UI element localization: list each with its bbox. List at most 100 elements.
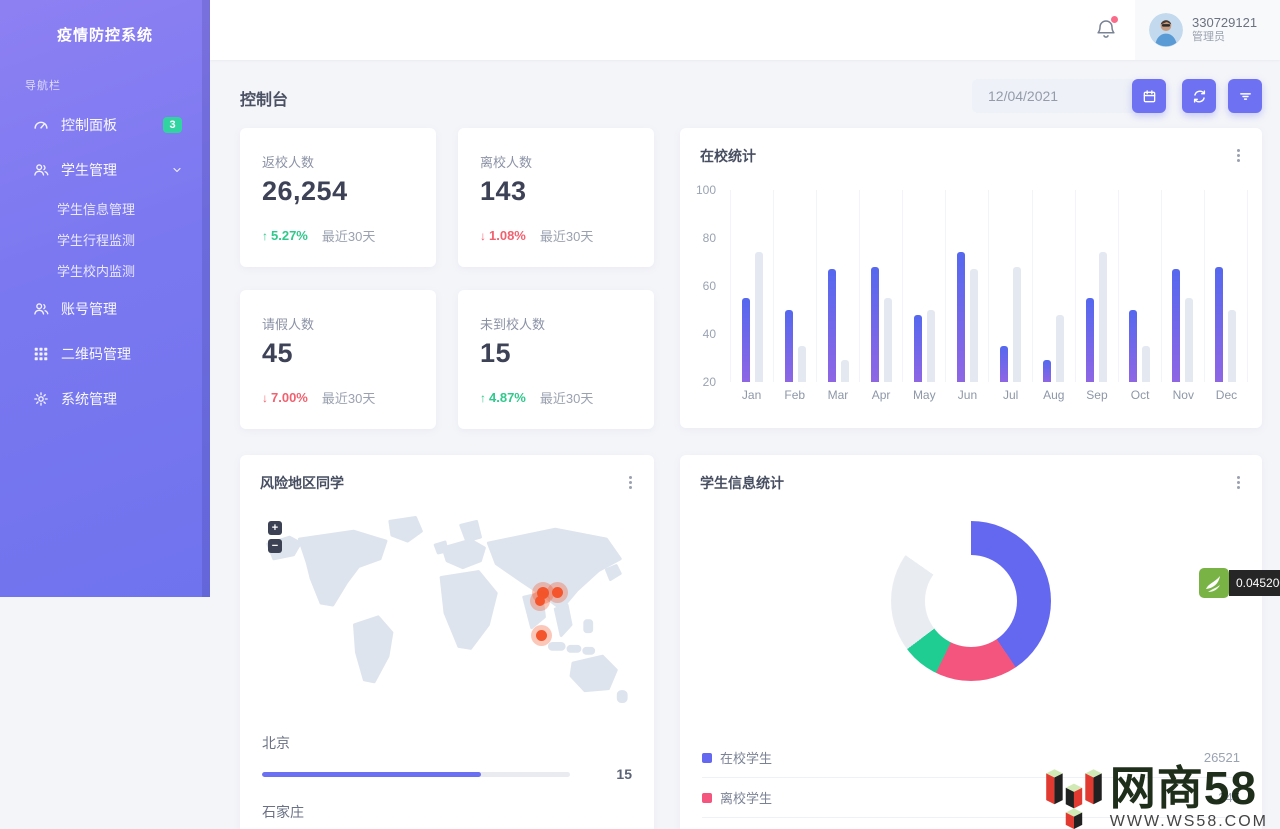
student-info-stats-card: 学生信息统计 在校学生 26521 离校学生 245 请假人数 49 bbox=[680, 455, 1262, 829]
notification-badge: 3 bbox=[163, 117, 182, 133]
network-monitor-overlay: 0.045200 bbox=[1199, 568, 1280, 598]
sidebar-item-qrcode-management[interactable]: 二维码管理 bbox=[0, 340, 210, 368]
watermark: 网商58 WWW.WS58.COM bbox=[1044, 759, 1268, 829]
legend-item[interactable]: 在校学生 26521 bbox=[702, 738, 1240, 778]
y-axis-tick: 60 bbox=[702, 279, 716, 293]
legend-label: 在校学生 bbox=[720, 751, 773, 766]
risk-area-name: 北京 bbox=[262, 735, 290, 751]
stat-period: 最近30天 bbox=[539, 229, 594, 244]
sidebar-scrollbar[interactable] bbox=[202, 0, 210, 597]
bar-chart-x-axis: Jan Feb Mar Apr May Jun Jul Aug Sep Oct Nov Dec bbox=[730, 388, 1248, 402]
world-map[interactable]: + − bbox=[260, 505, 634, 710]
y-axis-tick: 80 bbox=[702, 231, 716, 245]
bar-group bbox=[945, 190, 988, 382]
bar-group bbox=[730, 190, 773, 382]
date-picker bbox=[972, 79, 1166, 113]
sidebar-item-label: 学生管理 bbox=[61, 162, 117, 178]
user-meta: 330729121 管理员 bbox=[1192, 15, 1257, 45]
kebab-menu-icon[interactable] bbox=[1230, 146, 1246, 164]
watermark-text-block: 网商58 WWW.WS58.COM bbox=[1110, 765, 1268, 829]
stat-value: 26,254 bbox=[262, 176, 348, 206]
kebab-menu-icon[interactable] bbox=[622, 473, 638, 491]
sidebar-subitem-student-trip[interactable]: 学生行程监测 bbox=[0, 226, 210, 252]
bar-group bbox=[1074, 190, 1118, 382]
bar-chart-y-axis: 100 80 60 40 20 bbox=[690, 183, 722, 389]
risk-area-row: 15 bbox=[262, 766, 632, 782]
bar-group bbox=[902, 190, 945, 382]
map-marker[interactable] bbox=[552, 587, 563, 598]
x-axis-label: Jan bbox=[741, 388, 762, 402]
bar-primary-Jun bbox=[956, 252, 965, 382]
legend-value: 245 bbox=[1218, 790, 1240, 805]
bar-primary-Jan bbox=[741, 298, 750, 382]
risk-area-list: 北京 15 石家庄 29 bbox=[262, 727, 632, 829]
arrow-up-icon: ↑ bbox=[262, 228, 268, 243]
bar-secondary-Feb bbox=[797, 346, 806, 382]
stat-delta: ↑ 5.27% bbox=[262, 228, 308, 243]
overlay-leaf-icon bbox=[1199, 568, 1229, 598]
x-axis-label: May bbox=[912, 388, 936, 402]
zoom-out-button[interactable]: − bbox=[268, 539, 282, 553]
sidebar-subitem-student-info[interactable]: 学生信息管理 bbox=[0, 195, 210, 221]
bar-primary-Feb bbox=[784, 310, 793, 382]
map-zoom-controls: + − bbox=[268, 521, 282, 553]
stat-card-left-school: 离校人数 143 ↓ 1.08% 最近30天 bbox=[458, 128, 654, 267]
in-school-stats-card: 在校统计 100 80 60 40 20 Jan Feb Mar Apr May Jun Jul Au… bbox=[680, 128, 1262, 428]
stat-title: 返校人数 bbox=[262, 155, 315, 170]
sidebar: 疫情防控系统 导航栏 控制面板 3 学生管理 学生信息管理 bbox=[0, 0, 210, 597]
overlay-value: 0.045200 bbox=[1229, 570, 1280, 596]
donut-chart bbox=[891, 521, 1051, 681]
page-title: 控制台 bbox=[240, 92, 289, 109]
user-menu[interactable]: 330729121 管理员 bbox=[1135, 0, 1280, 60]
qrcode-grid-icon bbox=[32, 345, 50, 363]
legend-swatch bbox=[702, 792, 712, 803]
stat-footer: ↑ 5.27% 最近30天 bbox=[262, 226, 375, 245]
calendar-button[interactable] bbox=[1132, 79, 1166, 113]
bar-chart-plot bbox=[730, 190, 1248, 382]
bar-secondary-Jun bbox=[969, 269, 978, 382]
stat-value: 143 bbox=[480, 176, 527, 206]
stat-card-not-arrived: 未到校人数 15 ↑ 4.87% 最近30天 bbox=[458, 290, 654, 429]
sidebar-subitem-label: 学生信息管理 bbox=[57, 201, 136, 217]
legend-swatch bbox=[702, 752, 712, 763]
stat-footer: ↓ 7.00% 最近30天 bbox=[262, 388, 375, 407]
bar-primary-Apr bbox=[870, 267, 879, 382]
legend-item[interactable]: 离校学生 245 bbox=[702, 778, 1240, 818]
progress-track bbox=[262, 771, 570, 777]
map-marker[interactable] bbox=[536, 630, 547, 641]
sidebar-subitem-student-campus[interactable]: 学生校内监测 bbox=[0, 257, 210, 283]
x-axis-label: Sep bbox=[1086, 388, 1108, 402]
bar-secondary-Apr bbox=[883, 298, 892, 382]
top-header: 330729121 管理员 bbox=[210, 0, 1280, 60]
x-axis-label: Aug bbox=[1043, 388, 1065, 402]
app-title: 疫情防控系统 bbox=[56, 27, 153, 44]
x-axis-label: Nov bbox=[1172, 388, 1194, 402]
x-axis-label: Oct bbox=[1130, 388, 1150, 402]
user-role: 管理员 bbox=[1192, 31, 1225, 44]
date-input[interactable] bbox=[972, 79, 1133, 113]
sidebar-section-label: 导航栏 bbox=[25, 80, 61, 92]
accounts-icon bbox=[32, 300, 50, 318]
stat-delta-value: 4.87% bbox=[489, 390, 526, 405]
bar-primary-May bbox=[913, 315, 922, 382]
sidebar-subitem-label: 学生校内监测 bbox=[57, 263, 136, 279]
chart-title: 在校统计 bbox=[700, 148, 756, 164]
chart-title: 风险地区同学 bbox=[260, 475, 344, 491]
sidebar-item-student-management[interactable]: 学生管理 bbox=[0, 156, 210, 184]
bar-primary-Dec bbox=[1215, 267, 1224, 382]
notification-bell-icon[interactable] bbox=[1094, 16, 1120, 43]
refresh-button[interactable] bbox=[1182, 79, 1216, 113]
calendar-icon bbox=[1142, 89, 1157, 104]
zoom-in-button[interactable]: + bbox=[268, 521, 282, 535]
filter-button[interactable] bbox=[1228, 79, 1262, 113]
y-axis-tick: 20 bbox=[702, 375, 716, 389]
sidebar-item-dashboard[interactable]: 控制面板 3 bbox=[0, 111, 210, 139]
kebab-menu-icon[interactable] bbox=[1230, 473, 1246, 491]
stat-footer: ↓ 1.08% 最近30天 bbox=[480, 226, 593, 245]
map-marker[interactable] bbox=[535, 596, 545, 606]
bar-group bbox=[1117, 190, 1161, 382]
sidebar-item-system-management[interactable]: 系统管理 bbox=[0, 385, 210, 413]
arrow-up-icon: ↑ bbox=[480, 390, 486, 405]
sidebar-item-account-management[interactable]: 账号管理 bbox=[0, 295, 210, 323]
